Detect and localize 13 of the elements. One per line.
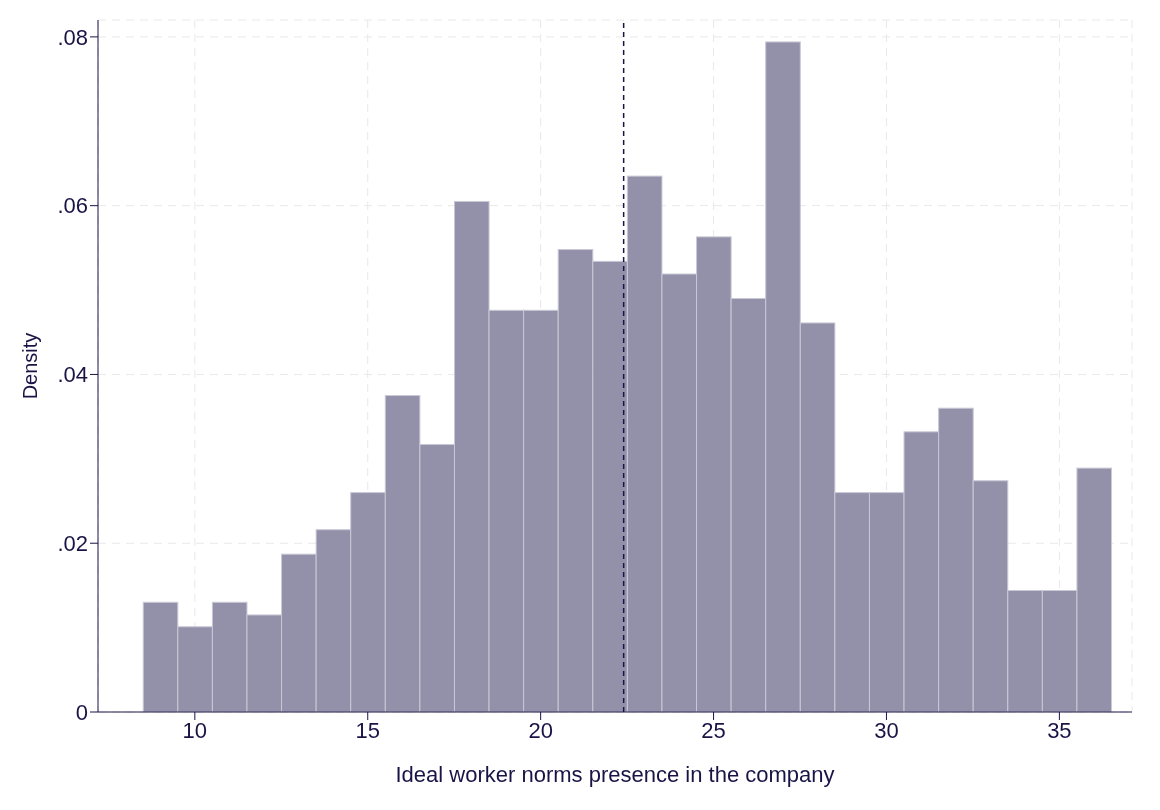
x-tick-label: 25	[701, 717, 726, 743]
y-axis-title: Density	[19, 332, 42, 400]
y-tick-label: 0	[75, 699, 88, 725]
y-tick-label: .04	[57, 362, 88, 388]
x-tick-label: 20	[528, 717, 553, 743]
x-axis-title: Ideal worker norms presence in the company	[395, 762, 835, 787]
x-tick-label: 15	[355, 717, 380, 743]
x-tick-label: 35	[1047, 717, 1072, 743]
y-tick-label: .02	[57, 531, 88, 557]
y-tick-label: .06	[57, 193, 88, 219]
y-tick-label: .08	[57, 24, 88, 50]
x-tick-label: 30	[874, 717, 899, 743]
x-tick-label: 10	[182, 717, 208, 743]
